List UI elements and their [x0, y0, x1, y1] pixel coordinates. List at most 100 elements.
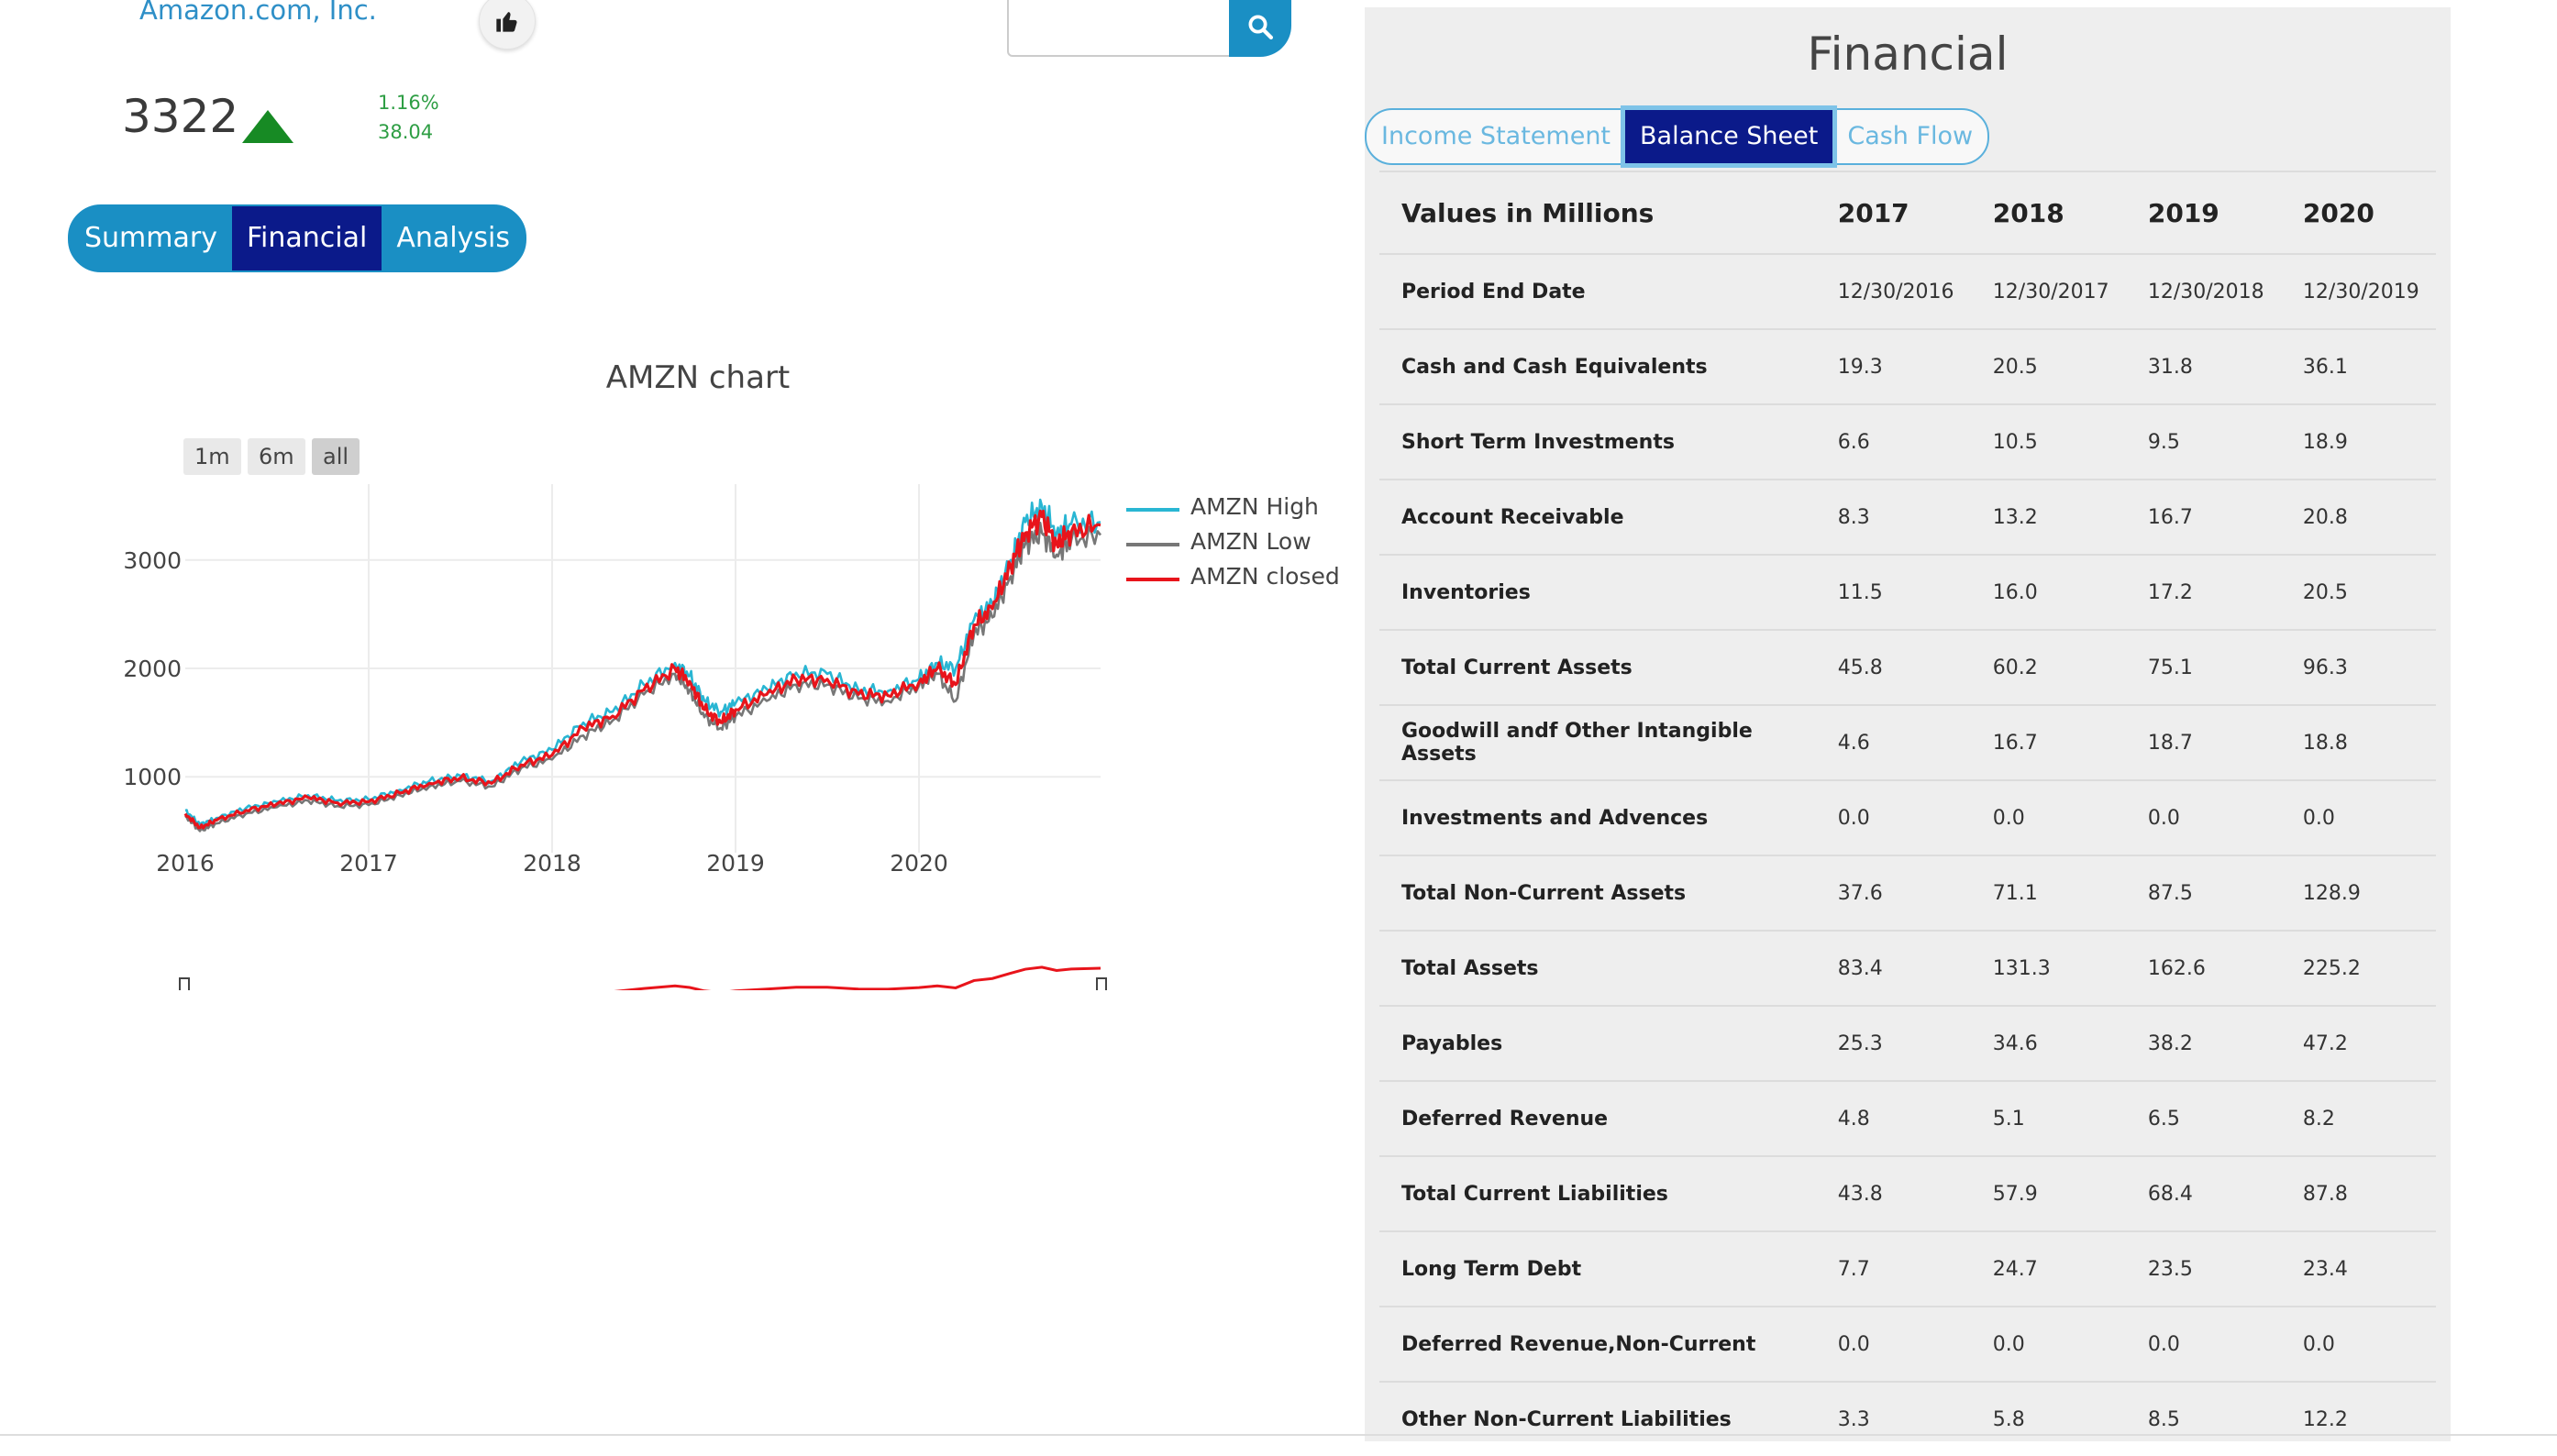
- row-label: Period End Date: [1379, 253, 1816, 329]
- legend-label-high[interactable]: AMZN High: [1190, 493, 1319, 520]
- table-row: Total Non-Current Assets 37.6 71.1 87.5 128.…: [1379, 855, 2436, 931]
- tab-cash-flow[interactable]: Cash Flow: [1847, 122, 1974, 150]
- table-cell: 7.7: [1815, 1230, 1971, 1307]
- table-row: Cash and Cash Equivalents 19.3 20.5 31.8 36.…: [1379, 328, 2436, 404]
- table-cell: 57.9: [1970, 1155, 2126, 1231]
- row-label: Investments and Advences: [1379, 779, 1816, 855]
- financial-panel: Financial Income Statement Balance Sheet…: [1365, 7, 2451, 1456]
- tab-summary[interactable]: Summary: [84, 222, 217, 254]
- table-cell: 0.0: [2125, 779, 2281, 855]
- table-cell: 25.3: [1815, 1005, 1971, 1081]
- table-row: Deferred Revenue 4.8 5.1 6.5 8.2: [1379, 1080, 2436, 1156]
- range-all-button[interactable]: all: [312, 438, 360, 475]
- table-cell: 12.2: [2280, 1381, 2436, 1456]
- x-tick-label: 2018: [523, 850, 581, 877]
- company-name[interactable]: Amazon.com, Inc.: [139, 0, 377, 26]
- search-icon: [1248, 15, 1273, 39]
- tab-financial[interactable]: Financial: [231, 206, 382, 270]
- chart-axes: 2016 2017 2018 2019 2020 1000 2000 3000: [123, 547, 947, 877]
- search-input[interactable]: [1007, 0, 1231, 57]
- x-tick-label: 2016: [156, 850, 215, 877]
- table-cell: 10.5: [1970, 403, 2126, 480]
- row-label: Inventories: [1379, 554, 1816, 630]
- table-cell: 12/30/2016: [1815, 253, 1971, 329]
- table-header-row: Values in Millions 2017 2018 2019 2020: [1379, 171, 2436, 254]
- table-row: Deferred Revenue,Non-Current 0.0 0.0 0.0 0.0: [1379, 1306, 2436, 1382]
- y-tick-label: 3000: [123, 547, 182, 574]
- column-header: Values in Millions: [1379, 171, 1816, 254]
- range-slider[interactable]: [179, 965, 1107, 990]
- series-line-amzn-low: [184, 522, 1102, 833]
- table-cell: 8.2: [2280, 1080, 2436, 1156]
- row-label: Long Term Debt: [1379, 1230, 1816, 1307]
- table-row: Total Current Assets 45.8 60.2 75.1 96.3: [1379, 629, 2436, 705]
- table-cell: 3.3: [1815, 1381, 1971, 1456]
- table-cell: 71.1: [1970, 855, 2126, 931]
- table-cell: 87.5: [2125, 855, 2281, 931]
- table-cell: 96.3: [2280, 629, 2436, 705]
- table-cell: 19.3: [1815, 328, 1971, 404]
- column-header: 2019: [2125, 171, 2281, 254]
- table-cell: 43.8: [1815, 1155, 1971, 1231]
- tab-analysis[interactable]: Analysis: [396, 222, 510, 254]
- range-handle-right[interactable]: [1096, 977, 1107, 990]
- x-tick-label: 2017: [339, 850, 398, 877]
- row-label: Goodwill andf Other Intangible Assets: [1379, 704, 1816, 780]
- chart-grid: [185, 484, 1101, 853]
- table-cell: 0.0: [1815, 1306, 1971, 1382]
- table-row: Account Receivable 8.3 13.2 16.7 20.8: [1379, 479, 2436, 555]
- table-cell: 12/30/2019: [2280, 253, 2436, 329]
- row-label: Total Assets: [1379, 930, 1816, 1006]
- table-cell: 5.1: [1970, 1080, 2126, 1156]
- table-cell: 18.7: [2125, 704, 2281, 780]
- table-row: Goodwill andf Other Intangible Assets 4.6…: [1379, 704, 2436, 780]
- table-cell: 16.7: [1970, 704, 2126, 780]
- panel-title: Financial: [1807, 28, 2009, 81]
- chart-title: AMZN chart: [605, 359, 791, 396]
- legend-swatch-low: [1126, 543, 1179, 546]
- table-row: Period End Date 12/30/2016 12/30/2017 12/30…: [1379, 253, 2436, 329]
- table-cell: 18.8: [2280, 704, 2436, 780]
- table-cell: 17.2: [2125, 554, 2281, 630]
- range-1m-button[interactable]: 1m: [183, 438, 241, 475]
- table-cell: 0.0: [1815, 779, 1971, 855]
- table-cell: 6.5: [2125, 1080, 2281, 1156]
- table-cell: 128.9: [2280, 855, 2436, 931]
- table-cell: 8.5: [2125, 1381, 2281, 1456]
- range-slider-line: [614, 965, 1101, 990]
- change-value: 38.04: [378, 121, 434, 143]
- table-cell: 13.2: [1970, 479, 2126, 555]
- table-cell: 162.6: [2125, 930, 2281, 1006]
- row-label: Deferred Revenue: [1379, 1080, 1816, 1156]
- table-cell: 31.8: [2125, 328, 2281, 404]
- series-line-amzn-closed: [183, 509, 1101, 830]
- row-label: Total Non-Current Assets: [1379, 855, 1816, 931]
- table-row: Total Current Liabilities 43.8 57.9 68.4 87.…: [1379, 1155, 2436, 1231]
- y-tick-label: 2000: [123, 656, 182, 682]
- search-button[interactable]: [1229, 0, 1291, 57]
- legend-swatch-high: [1126, 508, 1179, 512]
- like-button[interactable]: [479, 0, 536, 50]
- table-row: Long Term Debt 7.7 24.7 23.5 23.4: [1379, 1230, 2436, 1307]
- table-cell: 20.5: [2280, 554, 2436, 630]
- table-cell: 23.5: [2125, 1230, 2281, 1307]
- triangle-up-icon: [242, 110, 293, 143]
- x-tick-label: 2020: [890, 850, 948, 877]
- range-6m-button[interactable]: 6m: [248, 438, 305, 475]
- tab-balance-sheet[interactable]: Balance Sheet: [1621, 105, 1838, 168]
- table-cell: 47.2: [2280, 1005, 2436, 1081]
- table-cell: 75.1: [2125, 629, 2281, 705]
- table-cell: 20.5: [1970, 328, 2126, 404]
- row-label: Account Receivable: [1379, 479, 1816, 555]
- tab-income-statement[interactable]: Income Statement: [1381, 122, 1611, 150]
- table-cell: 24.7: [1970, 1230, 2126, 1307]
- table-cell: 36.1: [2280, 328, 2436, 404]
- range-handle-left[interactable]: [179, 977, 190, 990]
- legend-label-low[interactable]: AMZN Low: [1190, 528, 1312, 555]
- table-cell: 0.0: [1970, 1306, 2126, 1382]
- table-cell: 11.5: [1815, 554, 1971, 630]
- row-label: Total Current Assets: [1379, 629, 1816, 705]
- price-chart[interactable]: 2016 2017 2018 2019 2020 1000 2000 3000: [0, 458, 1376, 990]
- table-cell: 0.0: [2280, 1306, 2436, 1382]
- legend-label-closed[interactable]: AMZN closed: [1190, 563, 1340, 590]
